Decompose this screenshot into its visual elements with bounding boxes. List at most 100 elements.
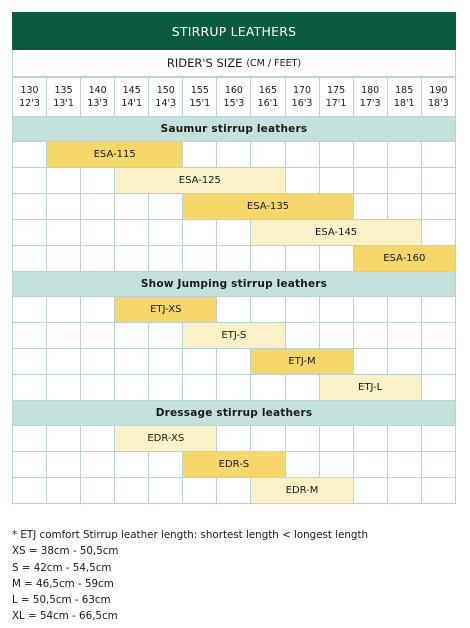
empty-cell — [80, 167, 116, 194]
size-feet: 12'3 — [19, 98, 40, 109]
empty-cell — [148, 348, 184, 375]
empty-cell — [420, 296, 457, 323]
empty-cell — [46, 348, 82, 375]
empty-cell — [80, 296, 116, 323]
empty-cell — [46, 296, 82, 323]
size-cm: 190 — [429, 85, 448, 96]
empty-cell — [318, 245, 354, 272]
section-title: Show Jumping stirrup leathers — [12, 271, 456, 297]
empty-cell — [148, 374, 184, 401]
empty-cell — [420, 167, 457, 194]
empty-cell — [318, 322, 354, 349]
empty-cell — [386, 322, 422, 349]
size-range-bar: EDR-XS — [114, 425, 218, 452]
size-cm: 165 — [258, 85, 278, 96]
empty-cell — [80, 219, 116, 246]
size-header-row: 130 12'3 135 13'1 140 13'3 145 14'1 150 14'3 155 15… — [11, 77, 457, 117]
empty-cell — [420, 451, 457, 478]
size-cell: 150 14'3 — [148, 77, 184, 117]
empty-cell — [250, 425, 286, 452]
size-feet: 16'1 — [257, 98, 279, 109]
empty-cell — [216, 245, 252, 272]
empty-cell — [11, 219, 48, 246]
empty-cell — [46, 245, 82, 272]
empty-cell — [114, 451, 150, 478]
size-range-bar: EDR-S — [182, 451, 286, 478]
empty-cell — [318, 425, 354, 452]
empty-cell — [420, 141, 457, 168]
empty-cell — [386, 167, 422, 194]
size-cell: 175 17'1 — [318, 77, 354, 117]
model-row: ETJ-S — [11, 322, 457, 349]
size-length-note: M = 46,5cm - 59cm — [12, 577, 114, 590]
empty-cell — [182, 141, 218, 168]
empty-cell — [250, 374, 286, 401]
empty-cell — [11, 193, 48, 220]
empty-cell — [80, 425, 116, 452]
empty-cell — [420, 219, 457, 246]
empty-cell — [284, 322, 320, 349]
size-range-bar: ETJ-XS — [114, 296, 218, 323]
size-cm: 185 — [395, 85, 414, 96]
size-range-bar: ETJ-S — [182, 322, 286, 349]
model-row: ETJ-M — [11, 348, 457, 375]
empty-cell — [182, 348, 218, 375]
size-cm: 155 — [190, 85, 209, 96]
empty-cell — [352, 451, 388, 478]
empty-cell — [216, 374, 252, 401]
riders-size-label: RIDER'S SIZE — [166, 56, 243, 70]
empty-cell — [216, 141, 252, 168]
empty-cell — [216, 425, 252, 452]
empty-cell — [114, 348, 150, 375]
empty-cell — [352, 141, 388, 168]
empty-cell — [80, 348, 116, 375]
empty-cell — [284, 425, 320, 452]
model-row: ESA-115 — [11, 141, 457, 168]
section-title: Saumur stirrup leathers — [12, 116, 456, 142]
size-feet: 18'1 — [393, 98, 415, 109]
empty-cell — [420, 425, 457, 452]
empty-cell — [46, 477, 82, 504]
empty-cell — [318, 296, 354, 323]
size-feet: 13'1 — [53, 98, 74, 109]
size-cell: 140 13'3 — [80, 77, 116, 117]
size-length-note: S = 42cm - 54,5cm — [12, 561, 112, 574]
empty-cell — [250, 245, 286, 272]
footnote-text: * ETJ comfort Stirrup leather length: sh… — [12, 529, 369, 541]
empty-cell — [46, 451, 82, 478]
empty-cell — [352, 477, 388, 504]
footnotes: * ETJ comfort Stirrup leather length: sh… — [12, 527, 462, 625]
empty-cell — [114, 219, 150, 246]
empty-cell — [182, 219, 218, 246]
size-cm: 130 — [20, 85, 39, 96]
size-cm: 175 — [327, 85, 346, 96]
model-row: EDR-S — [11, 451, 457, 478]
empty-cell — [46, 167, 82, 194]
section-header-row: Show Jumping stirrup leathers — [12, 271, 456, 297]
size-range-bar: ESA-115 — [46, 141, 184, 168]
empty-cell — [250, 296, 286, 323]
empty-cell — [11, 296, 48, 323]
empty-cell — [284, 451, 320, 478]
empty-cell — [114, 245, 150, 272]
size-cm: 160 — [224, 85, 243, 96]
empty-cell — [11, 141, 48, 168]
size-range-bar: ESA-160 — [352, 245, 457, 272]
chart-title: STIRRUP LEATHERS — [12, 12, 456, 50]
size-cell: 145 14'1 — [114, 77, 150, 117]
empty-cell — [386, 296, 422, 323]
empty-cell — [386, 141, 422, 168]
empty-cell — [11, 348, 48, 375]
size-feet: 15'3 — [223, 98, 245, 109]
empty-cell — [352, 322, 388, 349]
empty-cell — [46, 374, 82, 401]
size-range-bar: ESA-135 — [182, 193, 354, 220]
empty-cell — [318, 141, 354, 168]
empty-cell — [386, 425, 422, 452]
empty-cell — [386, 451, 422, 478]
size-feet: 14'3 — [155, 98, 177, 109]
empty-cell — [420, 477, 457, 504]
size-feet: 17'3 — [359, 98, 381, 109]
empty-cell — [420, 374, 457, 401]
empty-cell — [46, 425, 82, 452]
